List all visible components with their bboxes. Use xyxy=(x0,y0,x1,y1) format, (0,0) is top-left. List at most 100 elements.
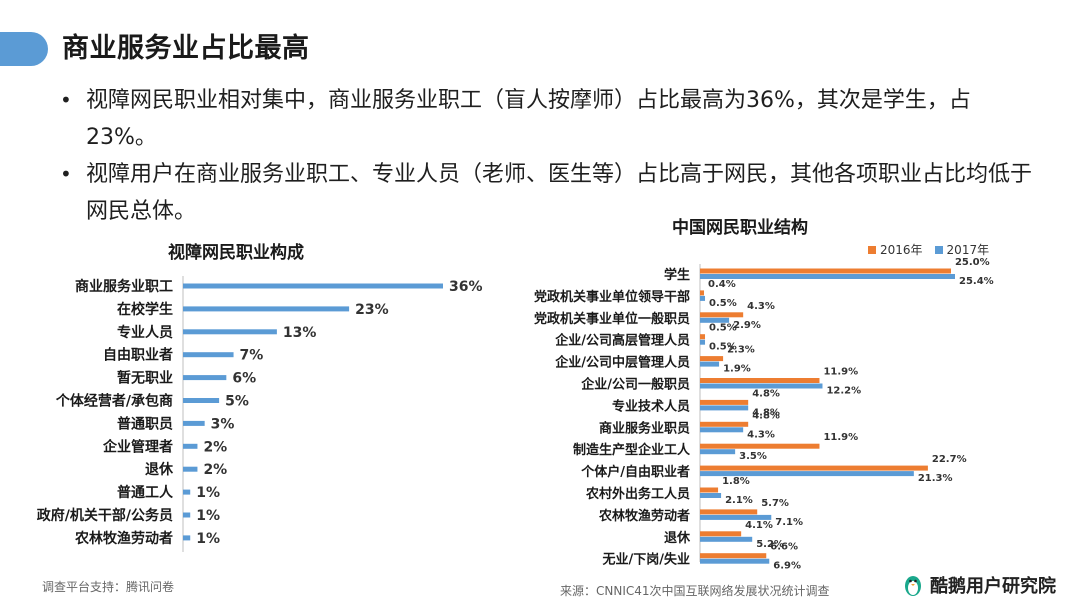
bar-2016 xyxy=(700,531,742,537)
category-label: 农林牧渔劳动者 xyxy=(598,508,690,524)
value-label-2017: 0.5% xyxy=(709,342,737,353)
survey-platform-note: 调查平台支持：腾讯问卷 xyxy=(42,580,175,594)
category-label: 学生 xyxy=(664,267,690,283)
category-label: 农村外出务工人员 xyxy=(585,486,690,502)
bar-2017 xyxy=(700,295,706,301)
left-chart-title: 视障网民职业构成 xyxy=(168,243,304,263)
bullet-dot-icon: • xyxy=(60,162,72,186)
value-label-2017: 7.1% xyxy=(775,517,803,528)
legend-swatch-2016 xyxy=(868,245,876,254)
bar-9 xyxy=(183,466,198,472)
bar-2017 xyxy=(700,493,722,498)
value-label: 1% xyxy=(196,485,220,501)
bar-2017 xyxy=(700,405,749,411)
bar-12 xyxy=(183,535,191,541)
category-label: 企业/公司一般职员 xyxy=(580,377,690,393)
value-label: 2% xyxy=(203,462,227,478)
bullet-text: 视障用户在商业服务业职工、专业人员（老师、医生等）占比高于网民，其他各项职业占比… xyxy=(86,162,1033,224)
bar-7 xyxy=(183,420,205,426)
value-label: 23% xyxy=(355,302,389,318)
bar-2017 xyxy=(700,339,706,345)
value-label-2017: 4.8% xyxy=(752,407,780,418)
value-label: 3% xyxy=(211,416,235,432)
category-label: 普通工人 xyxy=(117,484,174,501)
value-label-2016: 2.3% xyxy=(727,345,755,356)
bar-2017 xyxy=(700,361,720,367)
category-label: 个体户/自由职业者 xyxy=(580,464,690,480)
value-label-2016: 22.7% xyxy=(932,454,967,465)
value-label-2017: 1.9% xyxy=(723,364,751,375)
value-label-2017: 5.2% xyxy=(756,539,784,550)
bar-2016 xyxy=(700,356,724,362)
value-label-2017: 0.5% xyxy=(709,298,737,309)
value-label-2017: 12.2% xyxy=(826,386,861,397)
bar-10 xyxy=(183,489,191,495)
legend-label-2016: 2016年 xyxy=(880,243,923,257)
value-label: 1% xyxy=(196,508,220,524)
page-title: 商业服务业占比最高 xyxy=(62,33,310,64)
bar-6 xyxy=(183,398,220,403)
right-chart-title: 中国网民职业结构 xyxy=(672,218,808,238)
category-label: 专业技术人员 xyxy=(612,398,690,414)
category-label: 企业管理者 xyxy=(102,438,173,455)
category-label: 制造生产型企业工人 xyxy=(573,442,691,458)
value-label: 36% xyxy=(449,279,483,295)
bullet-list: • 视障网民职业相对集中，商业服务业职工（盲人按摩师）占比最高为36%，其次是学… xyxy=(58,82,1038,230)
bar-2017 xyxy=(700,558,770,564)
bar-2016 xyxy=(700,399,749,405)
value-label-2017: 3.5% xyxy=(739,451,767,462)
legend-label-2017: 2017年 xyxy=(946,243,990,257)
value-label: 2% xyxy=(203,439,227,455)
bar-1 xyxy=(183,283,443,289)
bar-2017 xyxy=(700,471,914,477)
value-label-2016: 11.9% xyxy=(823,367,858,378)
bar-2016 xyxy=(700,509,758,515)
bar-2017 xyxy=(700,449,736,455)
category-label: 在校学生 xyxy=(117,301,173,318)
bullet-text: 视障网民职业相对集中，商业服务业职工（盲人按摩师）占比最高为36%，其次是学生，… xyxy=(86,88,971,150)
bar-2016 xyxy=(700,290,705,296)
bar-11 xyxy=(183,512,191,518)
bar-2 xyxy=(183,306,350,312)
value-label-2016: 25.0% xyxy=(955,257,990,268)
bar-2016 xyxy=(700,421,749,427)
bullet-dot-icon: • xyxy=(60,88,72,112)
category-label: 无业/下岗/失业 xyxy=(602,552,691,568)
value-label: 13% xyxy=(283,325,317,341)
value-label-2016: 5.7% xyxy=(761,498,789,509)
category-label: 专业人员 xyxy=(117,324,173,341)
category-label: 自由职业者 xyxy=(103,347,173,364)
category-label: 商业服务业职工 xyxy=(75,278,173,295)
bar-2016 xyxy=(700,334,706,340)
category-label: 商业服务业职员 xyxy=(599,420,690,436)
penguin-icon xyxy=(905,576,921,596)
value-label-2016: 4.8% xyxy=(752,388,780,399)
bar-3 xyxy=(183,329,277,335)
legend-item-2017: 2017年 xyxy=(934,241,990,258)
source-note: 来源：CNNIC41次中国互联网络发展状况统计调查 xyxy=(560,584,830,598)
category-label: 企业/公司高层管理人员 xyxy=(554,333,690,349)
bar-2017 xyxy=(700,317,730,323)
bar-2016 xyxy=(700,312,744,318)
bar-2016 xyxy=(700,378,820,383)
bar-2017 xyxy=(700,274,955,279)
category-label: 农林牧渔劳动者 xyxy=(74,530,173,547)
brand-name: 酷鹅用户研究院 xyxy=(930,576,1056,597)
value-label-2016: 4.3% xyxy=(747,301,775,312)
legend-item-2016: 2016年 xyxy=(868,241,923,258)
value-label-2016: 4.1% xyxy=(745,520,773,531)
bar-2017 xyxy=(700,514,772,520)
bar-4 xyxy=(183,352,234,358)
right-chart-legend: 2016年 2017年 xyxy=(868,241,989,258)
legend-swatch-2017 xyxy=(934,245,943,254)
category-label: 退休 xyxy=(664,530,691,546)
value-label-2016: 4.8% xyxy=(752,410,780,421)
bullet-item: • 视障用户在商业服务业职工、专业人员（老师、医生等）占比高于网民，其他各项职业… xyxy=(58,156,1038,230)
bar-2016 xyxy=(700,487,719,493)
bar-2017 xyxy=(700,427,744,433)
value-label-2016: 0.5% xyxy=(709,323,737,334)
category-label: 退休 xyxy=(145,461,174,478)
bar-5 xyxy=(183,375,227,381)
bullet-item: • 视障网民职业相对集中，商业服务业职工（盲人按摩师）占比最高为36%，其次是学… xyxy=(58,82,1038,156)
